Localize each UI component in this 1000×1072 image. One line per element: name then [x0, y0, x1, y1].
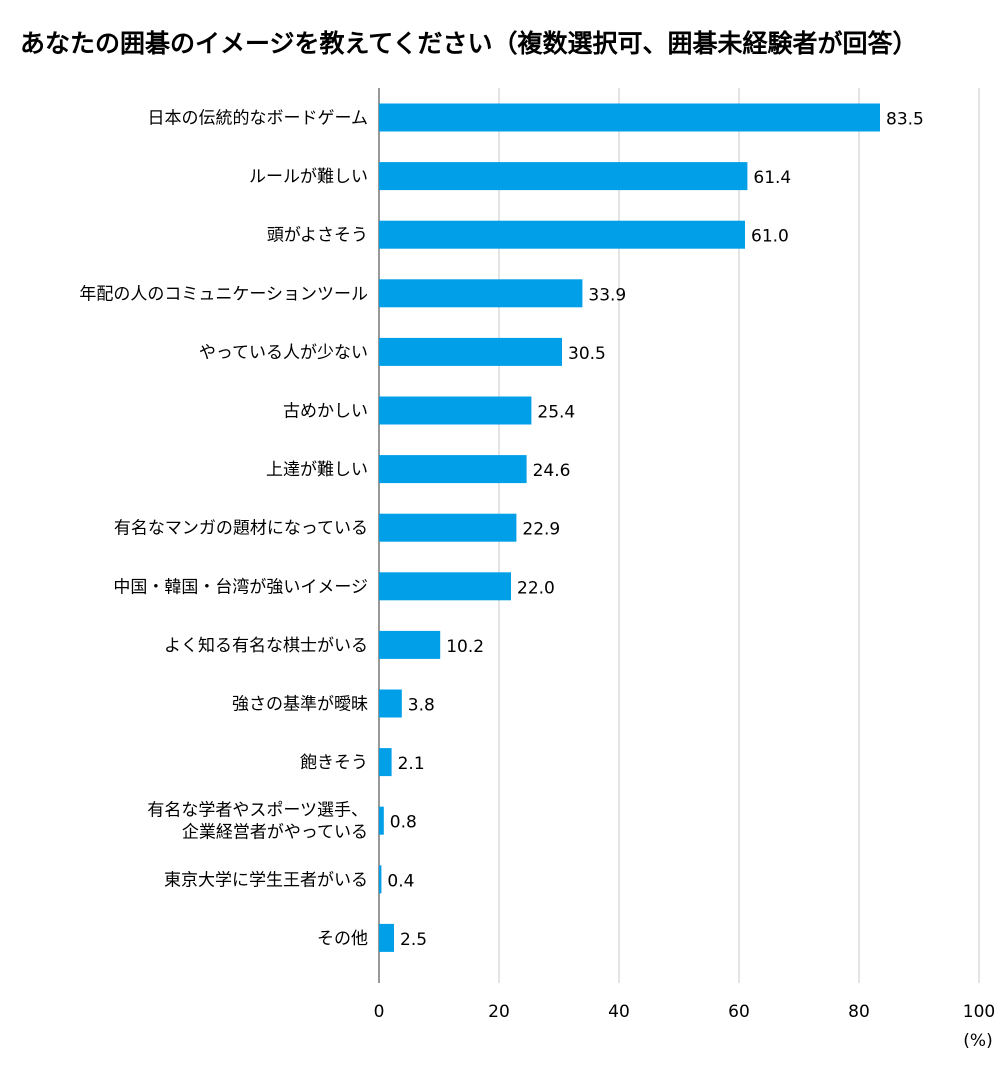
category-label: ルールが難しい — [249, 167, 368, 187]
value-label: 83.5 — [886, 110, 924, 130]
x-axis-ticks: 0 20 40 60 80 100 — [374, 1002, 996, 1022]
bar — [379, 455, 527, 484]
category-label: その他 — [317, 929, 368, 949]
category-label: 飽きそう — [300, 753, 368, 773]
bar — [379, 279, 583, 308]
bar — [379, 689, 402, 718]
value-label: 61.0 — [751, 227, 789, 247]
category-label: 上達が難しい — [266, 460, 368, 480]
category-label: 中国・韓国・台湾が強いイメージ — [113, 577, 368, 597]
value-label: 10.2 — [446, 637, 484, 657]
category-label: 頭がよさそう — [267, 226, 368, 246]
value-label: 61.4 — [753, 168, 791, 188]
value-label: 0.4 — [387, 871, 414, 891]
value-label: 22.9 — [522, 520, 560, 540]
bar — [379, 923, 394, 952]
x-tick-label: 20 — [488, 1002, 510, 1022]
x-tick-label: 80 — [848, 1002, 870, 1022]
bar — [379, 748, 392, 777]
chart-title: あなたの囲碁のイメージを教えてください（複数選択可、囲碁未経験者が回答） — [20, 29, 918, 58]
bar — [379, 103, 880, 132]
category-label: 強さの基準が曖昧 — [232, 695, 368, 715]
x-axis-unit: (%) — [963, 1031, 992, 1051]
x-tick-label: 60 — [728, 1002, 750, 1022]
bar — [379, 572, 511, 601]
bar — [379, 865, 382, 894]
value-label: 33.9 — [588, 285, 626, 305]
category-label: 古めかしい — [283, 402, 368, 422]
category-label: 東京大学に学生王者がいる — [164, 870, 368, 890]
category-label: 年配の人のコミュニケーションツール — [79, 284, 368, 304]
bar — [379, 630, 441, 659]
bar — [379, 806, 384, 835]
value-label: 2.5 — [400, 930, 427, 950]
value-label: 30.5 — [568, 344, 606, 364]
category-label: よく知る有名な棋士がいる — [164, 636, 368, 656]
bar — [379, 162, 748, 191]
value-label: 0.8 — [390, 813, 417, 833]
category-label: 有名な学者やスポーツ選手、 — [147, 801, 368, 821]
value-label: 25.4 — [537, 403, 575, 423]
category-label: やっている人が少ない — [199, 343, 368, 363]
bar — [379, 220, 745, 249]
bars — [379, 103, 880, 952]
x-tick-label: 0 — [374, 1002, 385, 1022]
category-labels: 日本の伝統的なボードゲームルールが難しい頭がよさそう年配の人のコミュニケーション… — [79, 109, 368, 949]
value-labels: 83.5 61.4 61.0 33.9 30.5 25.4 24.6 22.9 22.0 10.2… — [387, 110, 923, 950]
bar — [379, 513, 517, 542]
x-tick-label: 100 — [963, 1002, 995, 1022]
value-label: 3.8 — [408, 696, 435, 716]
x-tick-label: 40 — [608, 1002, 630, 1022]
value-label: 2.1 — [398, 754, 425, 774]
category-label: 企業経営者がやっている — [182, 823, 368, 843]
category-label: 日本の伝統的なボードゲーム — [148, 109, 369, 129]
category-label: 有名なマンガの題材になっている — [114, 519, 368, 539]
value-label: 22.0 — [517, 578, 555, 598]
value-label: 24.6 — [533, 461, 571, 481]
bar — [379, 337, 562, 366]
bar — [379, 396, 532, 425]
